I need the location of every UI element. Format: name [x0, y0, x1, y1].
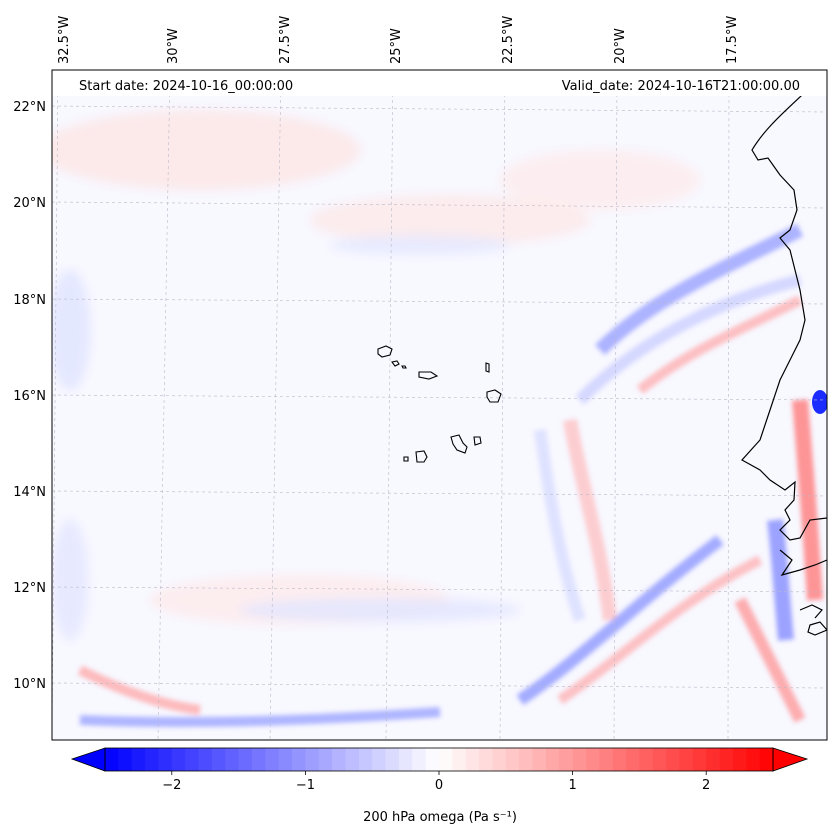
lon-label: 20°W [613, 28, 628, 64]
colorbar-ticks: −2 −1 0 1 2 [162, 771, 710, 793]
lat-label: 16°N [13, 389, 46, 404]
colorbar-swatch [479, 748, 493, 771]
colorbar-swatch [439, 748, 453, 771]
latitude-labels: 22°N 20°N 18°N 16°N 14°N 12°N 10°N [13, 100, 46, 692]
colorbar-swatch [505, 748, 520, 771]
lon-label: 27.5°W [278, 16, 293, 64]
lat-label: 14°N [13, 485, 46, 500]
lon-label: 32.5°W [57, 16, 72, 64]
colorbar-tick-label: −2 [162, 778, 181, 793]
colorbar-swatch [585, 748, 600, 771]
colorbar-swatch [305, 748, 320, 771]
colorbar-swatch [145, 748, 159, 771]
colorbar-swatch [652, 748, 667, 771]
valid-date-label: Valid_date: 2024-10-16T21:00:00.00 [562, 79, 800, 94]
date-banner [52, 70, 827, 96]
colorbar-swatch [345, 748, 360, 771]
colorbar-swatch [519, 748, 534, 771]
colorbar-swatch [559, 748, 574, 771]
colorbar-swatch [492, 748, 507, 771]
colorbar-swatch [679, 748, 694, 771]
colorbar-swatch [318, 748, 333, 771]
colorbar-swatch [626, 748, 640, 771]
colorbar-label: 200 hPa omega (Pa s⁻¹) [363, 810, 517, 825]
colorbar-swatch [692, 748, 707, 771]
colorbar-tick-label: 2 [702, 778, 710, 793]
lon-label: 25°W [389, 28, 404, 64]
map-frame [51, 69, 828, 741]
colorbar-tick-label: 0 [435, 778, 443, 793]
colorbar: −2 −1 0 1 2 200 hPa omega (Pa s⁻¹) [70, 747, 809, 825]
lat-label: 18°N [13, 293, 46, 308]
colorbar-swatch [225, 748, 240, 771]
colorbar-swatch [412, 748, 427, 771]
colorbar-swatch [131, 748, 146, 771]
map-panel[interactable]: Start date: 2024-10-16_00:00:00 Valid_da… [40, 69, 828, 741]
colorbar-swatch [545, 748, 560, 771]
colorbar-swatch [599, 748, 614, 771]
colorbar-swatch [639, 748, 654, 771]
colorbar-swatch [398, 748, 413, 771]
colorbar-swatch [292, 748, 306, 771]
colorbar-swatch [425, 748, 440, 771]
longitude-labels: 32.5°W 30°W 27.5°W 25°W 22.5°W 20°W 17.5… [57, 16, 740, 64]
colorbar-swatch [158, 748, 173, 771]
lat-label: 20°N [13, 196, 46, 211]
lat-label: 12°N [13, 581, 46, 596]
colorbar-swatch [719, 748, 734, 771]
colorbar-swatch [278, 748, 293, 771]
colorbar-swatch [171, 748, 186, 771]
colorbar-swatch [572, 748, 587, 771]
lon-label: 22.5°W [501, 16, 516, 64]
colorbar-swatch [666, 748, 680, 771]
cape-verde-islands [377, 345, 502, 463]
colorbar-swatch [706, 748, 721, 771]
colorbar-min-extension [70, 747, 106, 772]
colorbar-swatch [118, 748, 133, 771]
colorbar-swatch [746, 748, 761, 771]
colorbar-tick-label: 1 [568, 778, 576, 793]
colorbar-swatch [198, 748, 213, 771]
colorbar-swatch [372, 748, 387, 771]
colorbar-swatch [612, 748, 627, 771]
colorbar-swatch [251, 748, 266, 771]
colorbar-swatch [332, 748, 346, 771]
colorbar-tick-label: −1 [296, 778, 315, 793]
colorbar-swatch [185, 748, 200, 771]
graticule [52, 70, 827, 740]
lon-label: 17.5°W [725, 16, 740, 64]
colorbar-blocks [105, 748, 774, 771]
colorbar-swatch [452, 748, 467, 771]
colorbar-max-extension [772, 747, 809, 772]
colorbar-swatch [358, 748, 373, 771]
lon-label: 30°W [166, 28, 181, 64]
colorbar-swatch [238, 748, 253, 771]
strong-upward-cell [812, 390, 827, 414]
colorbar-swatch [532, 748, 547, 771]
colorbar-swatch [732, 748, 747, 771]
lat-label: 22°N [13, 100, 46, 115]
start-date-label: Start date: 2024-10-16_00:00:00 [79, 79, 293, 94]
lat-label: 10°N [13, 677, 46, 692]
african-coastline [741, 70, 827, 636]
colorbar-swatch [759, 748, 774, 771]
colorbar-swatch [211, 748, 226, 771]
colorbar-swatch [465, 748, 480, 771]
colorbar-swatch [385, 748, 400, 771]
omega-field [52, 70, 827, 740]
colorbar-swatch [265, 748, 280, 771]
colorbar-swatch [105, 748, 119, 771]
